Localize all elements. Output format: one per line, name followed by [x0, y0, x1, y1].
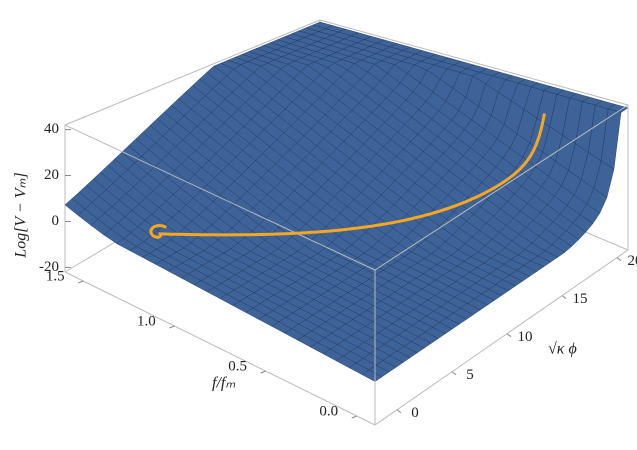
x-tick-label: 20 [628, 253, 637, 269]
z-tick-label: -20 [39, 259, 59, 275]
front-box [64, 104, 629, 426]
y-tick [260, 370, 266, 374]
x-tick-label: 15 [573, 291, 588, 307]
x-tick-label: 5 [466, 367, 474, 383]
x-tick-label: 0 [411, 405, 419, 421]
x-tick [561, 295, 567, 300]
x-tick [451, 371, 457, 376]
y-tick [78, 280, 84, 284]
y-tick [351, 415, 357, 419]
surface-patch [361, 369, 383, 382]
z-tick-label: 40 [44, 121, 59, 137]
y-tick [169, 325, 175, 329]
x-tick [396, 409, 402, 414]
z-tick-label: 0 [52, 213, 60, 229]
z-tick-label: 20 [44, 167, 59, 183]
box-edge [374, 104, 629, 271]
y-tick-label: 0.0 [319, 403, 338, 419]
z-axis-label: Log[V − Vₘ] [13, 172, 30, 258]
x-tick [506, 333, 512, 338]
box-edge [64, 19, 321, 126]
y-tick-label: 1.5 [46, 268, 65, 284]
trajectory [149, 113, 546, 239]
y-axis-label: f/fₘ [212, 375, 235, 392]
surface [64, 21, 629, 382]
y-tick-label: 0.5 [228, 358, 247, 374]
box-edge [374, 249, 629, 426]
box-edge [64, 271, 376, 426]
box-edge [319, 19, 629, 106]
x-axis-label: √κ ϕ [548, 341, 577, 358]
x-tick [616, 257, 622, 262]
y-tick-label: 1.0 [137, 313, 156, 329]
box-edge [64, 124, 376, 271]
x-tick-label: 10 [518, 329, 533, 345]
